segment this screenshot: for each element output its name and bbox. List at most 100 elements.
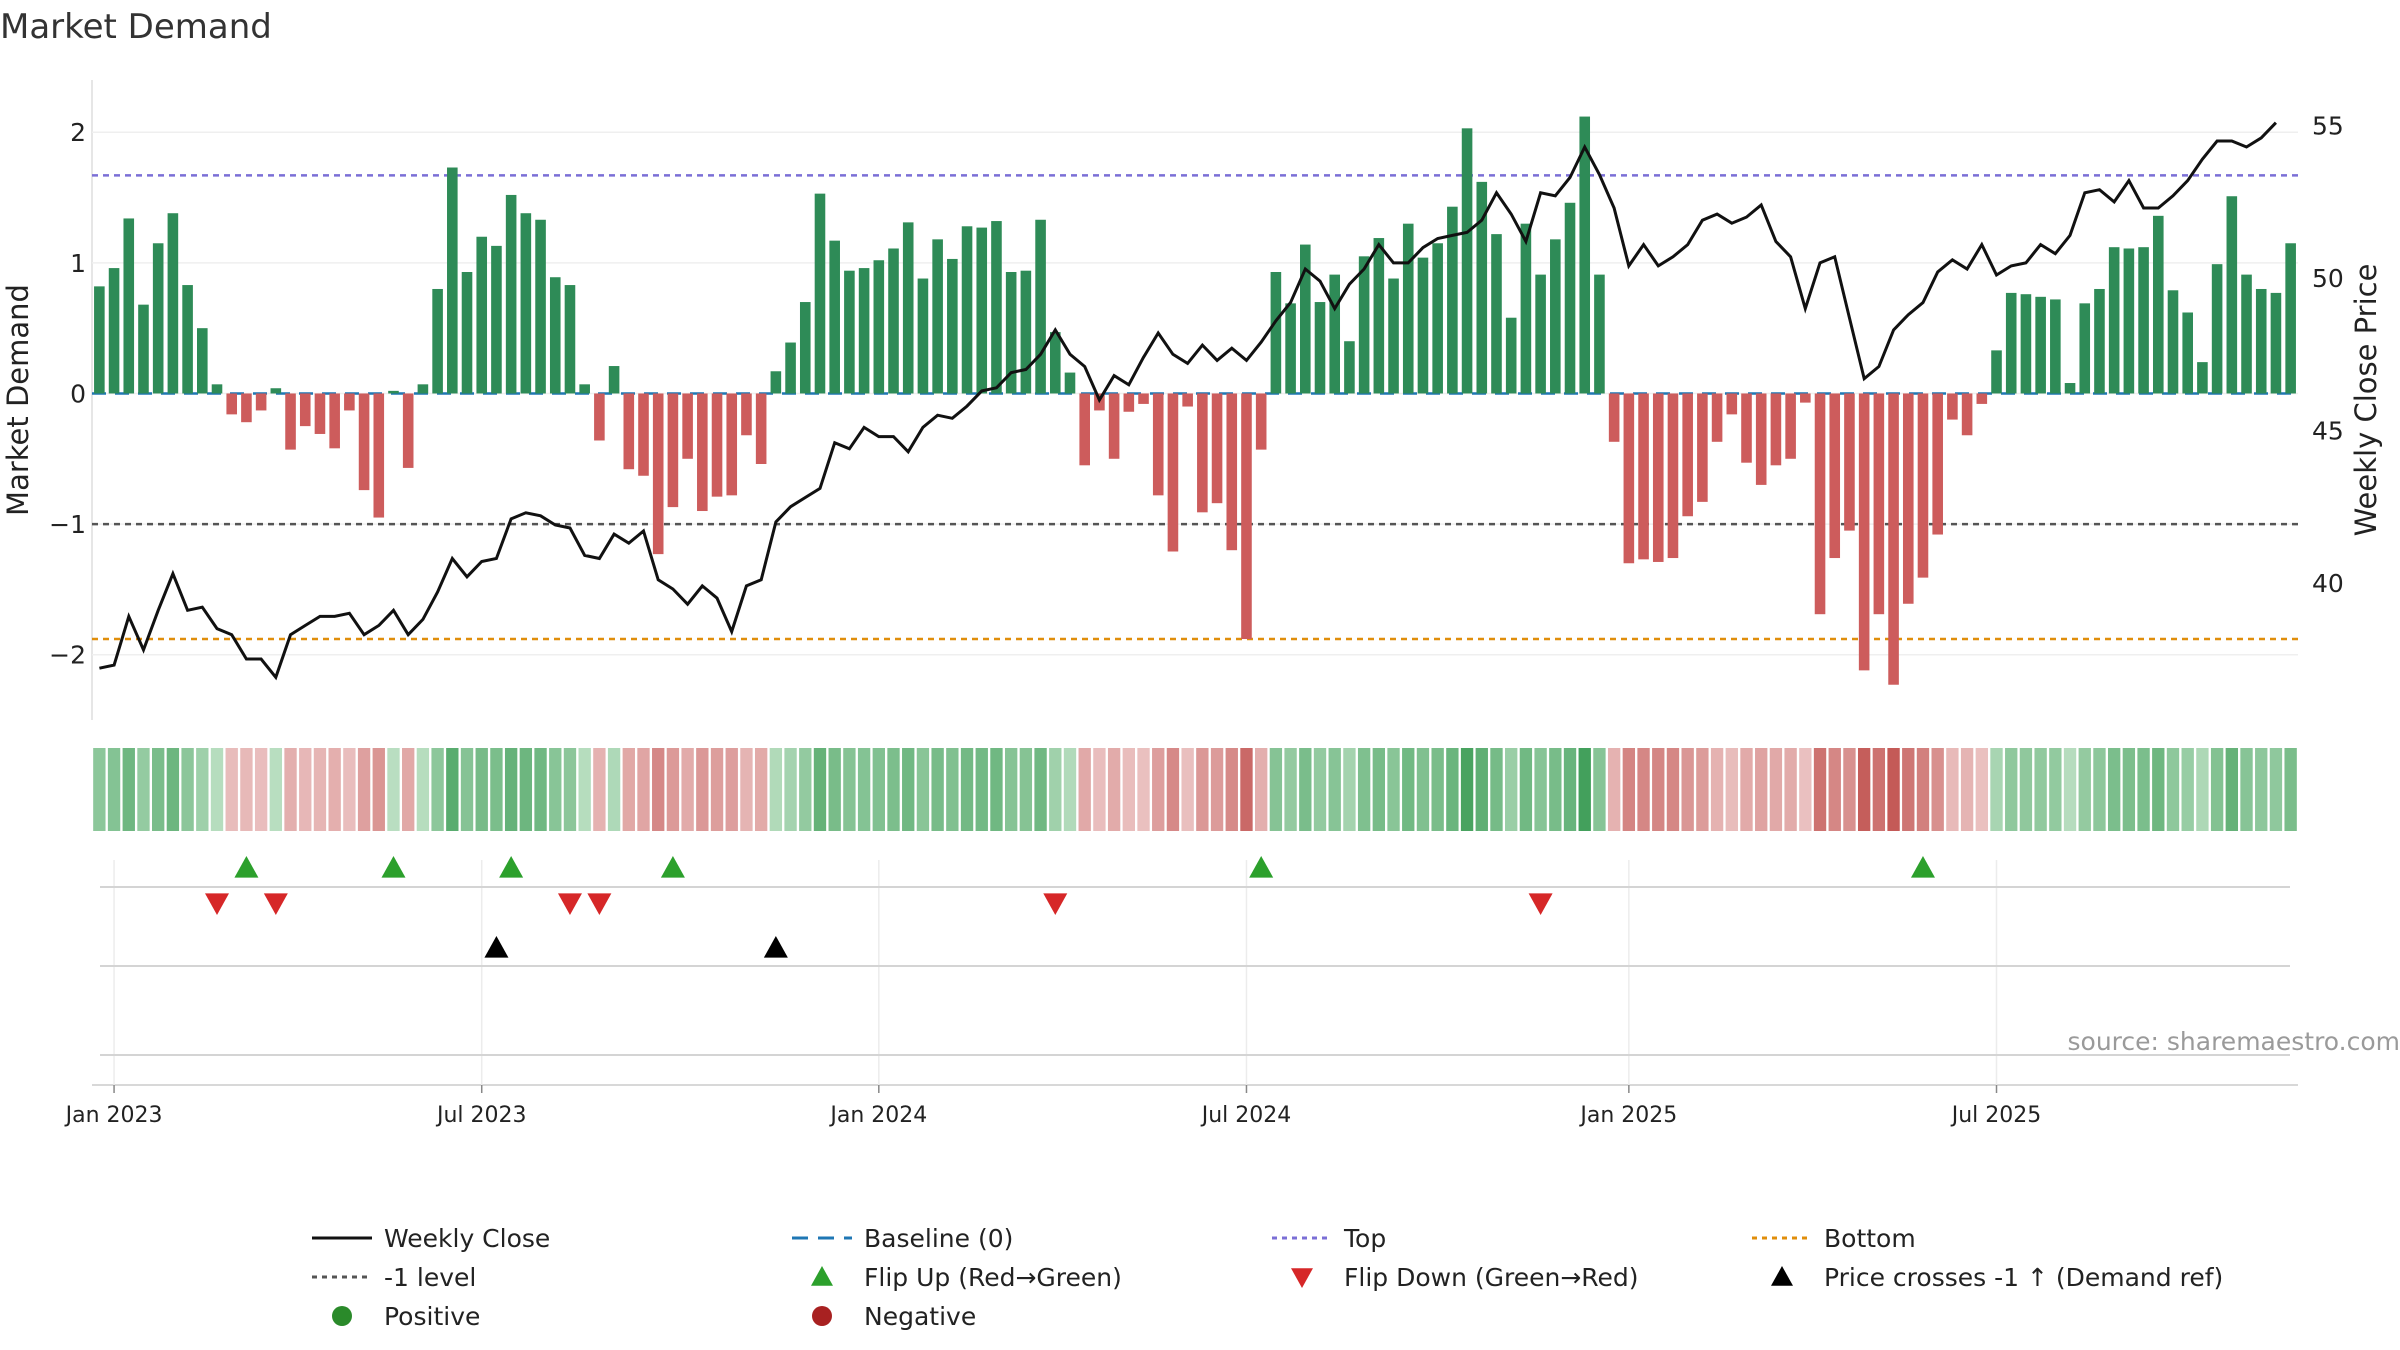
flip-down-marker bbox=[1043, 893, 1068, 915]
demand-bar bbox=[505, 194, 517, 394]
heat-cell bbox=[2255, 748, 2268, 831]
heat-cell bbox=[1122, 748, 1135, 831]
heat-cell bbox=[710, 748, 724, 831]
right-y-axis: 55 50 45 40 bbox=[2312, 112, 2344, 598]
demand-bar bbox=[726, 393, 738, 496]
demand-bar bbox=[344, 393, 355, 411]
heat-cell bbox=[887, 748, 900, 831]
demand-bar bbox=[1417, 257, 1429, 394]
heat-cell bbox=[1519, 748, 1533, 831]
flip-up-marker bbox=[234, 856, 259, 878]
heat-cell bbox=[475, 748, 488, 831]
demand-bar bbox=[373, 393, 385, 518]
heat-cell bbox=[2005, 748, 2018, 831]
demand-bar bbox=[1049, 332, 1061, 394]
heat-cell bbox=[1549, 748, 1562, 831]
heat-cell bbox=[1078, 748, 1091, 831]
heat-cell bbox=[1181, 748, 1194, 831]
heat-cell bbox=[1696, 748, 1709, 831]
demand-bar bbox=[299, 393, 311, 427]
legend-item: Flip Up (Red→Green) bbox=[811, 1263, 1122, 1292]
price-cross-marker bbox=[484, 936, 509, 958]
demand-bar bbox=[1182, 393, 1193, 407]
x-tick-label: Jul 2024 bbox=[1200, 1103, 1292, 1128]
heat-cell bbox=[960, 748, 974, 831]
heat-cell bbox=[2122, 748, 2136, 831]
heat-cell bbox=[2152, 748, 2165, 831]
flip-down-marker bbox=[205, 893, 230, 915]
x-tick-label: Jan 2023 bbox=[64, 1103, 163, 1128]
heat-cell bbox=[754, 748, 768, 831]
demand-bar bbox=[1329, 274, 1341, 394]
heat-cell bbox=[2210, 748, 2224, 831]
heat-cell bbox=[2049, 748, 2062, 831]
flip-down-marker bbox=[557, 893, 582, 915]
heat-cell bbox=[1828, 748, 1841, 831]
heat-cell bbox=[122, 748, 135, 831]
demand-bar bbox=[1829, 393, 1841, 559]
heat-cell bbox=[240, 748, 253, 831]
demand-bar bbox=[2035, 296, 2046, 394]
x-tick-label: Jan 2025 bbox=[1578, 1103, 1677, 1128]
demand-bar bbox=[2138, 247, 2149, 394]
heat-cell bbox=[1813, 748, 1827, 831]
heat-cell bbox=[210, 748, 224, 831]
demand-bar bbox=[697, 393, 708, 512]
demand-bar bbox=[1373, 238, 1385, 394]
heat-cell bbox=[460, 748, 474, 831]
heat-cell bbox=[607, 748, 621, 831]
heat-cell bbox=[519, 748, 533, 831]
heat-cell bbox=[1975, 748, 1988, 831]
flip-up-marker bbox=[499, 856, 524, 878]
demand-bar bbox=[888, 248, 899, 394]
heat-cell bbox=[696, 748, 709, 831]
heat-cell bbox=[1357, 748, 1371, 831]
heat-cell bbox=[2019, 748, 2033, 831]
demand-bar bbox=[858, 268, 870, 394]
demand-bar bbox=[961, 226, 973, 394]
heat-cell bbox=[1063, 748, 1077, 831]
heat-cell bbox=[1960, 748, 1974, 831]
legend-item: -1 level bbox=[312, 1263, 476, 1292]
demand-bar bbox=[1697, 393, 1708, 502]
heat-cell bbox=[1755, 748, 1768, 831]
demand-bar bbox=[1770, 393, 1782, 466]
demand-bar bbox=[329, 393, 340, 449]
flip-down-marker bbox=[587, 893, 612, 915]
demand-bar bbox=[1226, 393, 1238, 551]
heat-cell bbox=[402, 748, 415, 831]
demand-bar bbox=[1108, 393, 1120, 459]
demand-bar bbox=[770, 371, 782, 394]
legend-item: Flip Down (Green→Red) bbox=[1291, 1263, 1639, 1292]
demand-bar bbox=[1035, 219, 1046, 394]
demand-bar bbox=[991, 221, 1002, 394]
legend-swatch bbox=[811, 1266, 833, 1286]
heat-cell bbox=[1622, 748, 1636, 831]
heat-cell bbox=[181, 748, 194, 831]
demand-bars bbox=[94, 116, 2296, 685]
heat-cell bbox=[740, 748, 753, 831]
demand-bar bbox=[417, 384, 429, 394]
legend-label: Weekly Close bbox=[384, 1224, 550, 1253]
heat-cell bbox=[2225, 748, 2238, 831]
demand-bar bbox=[1858, 393, 1870, 671]
legend-item: Top bbox=[1272, 1224, 1386, 1253]
demand-bar bbox=[594, 393, 605, 441]
heat-cell bbox=[1578, 748, 1591, 831]
y-tick-label-left: −2 bbox=[49, 641, 86, 670]
heat-cell bbox=[1446, 748, 1459, 831]
y-tick-label-right: 50 bbox=[2312, 264, 2344, 293]
demand-bar bbox=[1623, 393, 1635, 564]
legend-item: Weekly Close bbox=[312, 1224, 550, 1253]
demand-bar bbox=[285, 393, 296, 450]
heat-cell bbox=[1505, 748, 1518, 831]
demand-bar bbox=[491, 245, 502, 394]
demand-bar bbox=[1520, 223, 1532, 394]
heat-cell bbox=[975, 748, 988, 831]
demand-bar bbox=[1902, 393, 1914, 604]
heat-cell bbox=[1049, 748, 1062, 831]
demand-bar bbox=[1197, 393, 1208, 513]
heat-cell bbox=[1107, 748, 1121, 831]
demand-bar bbox=[1123, 393, 1135, 412]
